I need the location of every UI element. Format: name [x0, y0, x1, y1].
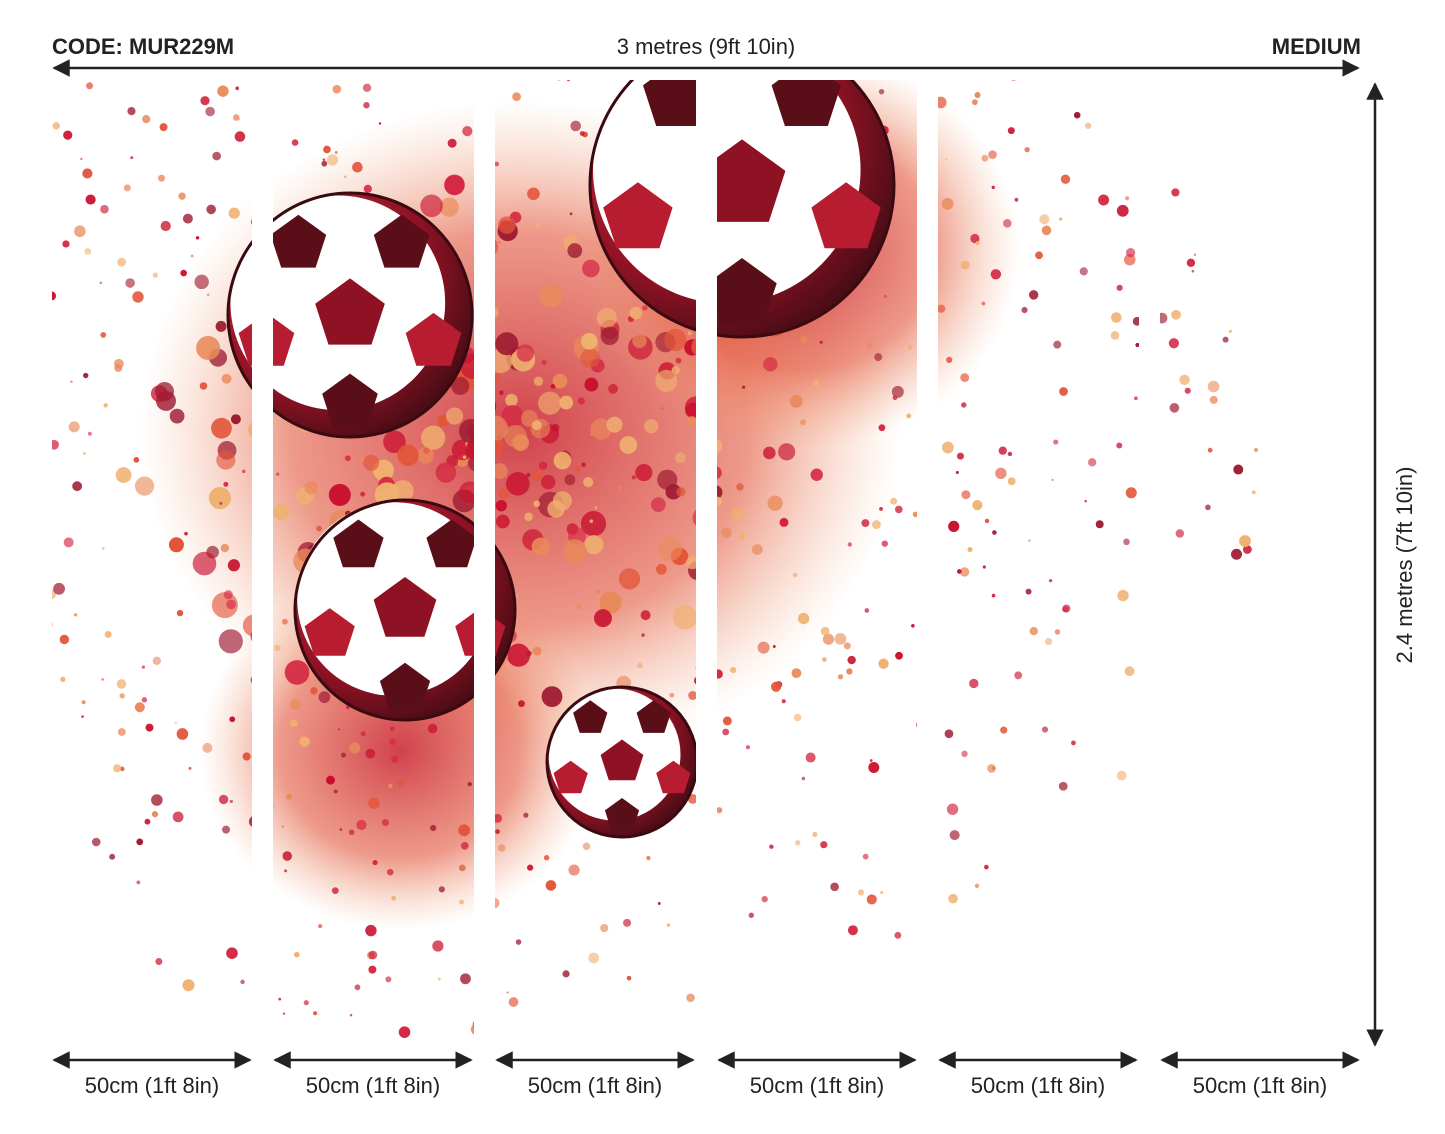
total-width-label: 3 metres (9ft 10in): [616, 34, 796, 59]
soccer-ball: [226, 191, 474, 439]
soccer-ball: [545, 685, 699, 839]
panel-width-label: 50cm (1ft 8in): [527, 1073, 663, 1098]
total-height-label: 2.4 metres (7ft 10in): [1392, 466, 1417, 664]
product-code: CODE: MUR229M: [52, 34, 235, 59]
panel-width-label: 50cm (1ft 8in): [305, 1073, 441, 1098]
soccer-ball: [588, 31, 896, 339]
panel-width-label: 50cm (1ft 8in): [1192, 1073, 1328, 1098]
panel-width-label: 50cm (1ft 8in): [749, 1073, 885, 1098]
panel-width-label: 50cm (1ft 8in): [84, 1073, 220, 1098]
size-label: MEDIUM: [1271, 34, 1361, 59]
panel-width-label: 50cm (1ft 8in): [970, 1073, 1106, 1098]
